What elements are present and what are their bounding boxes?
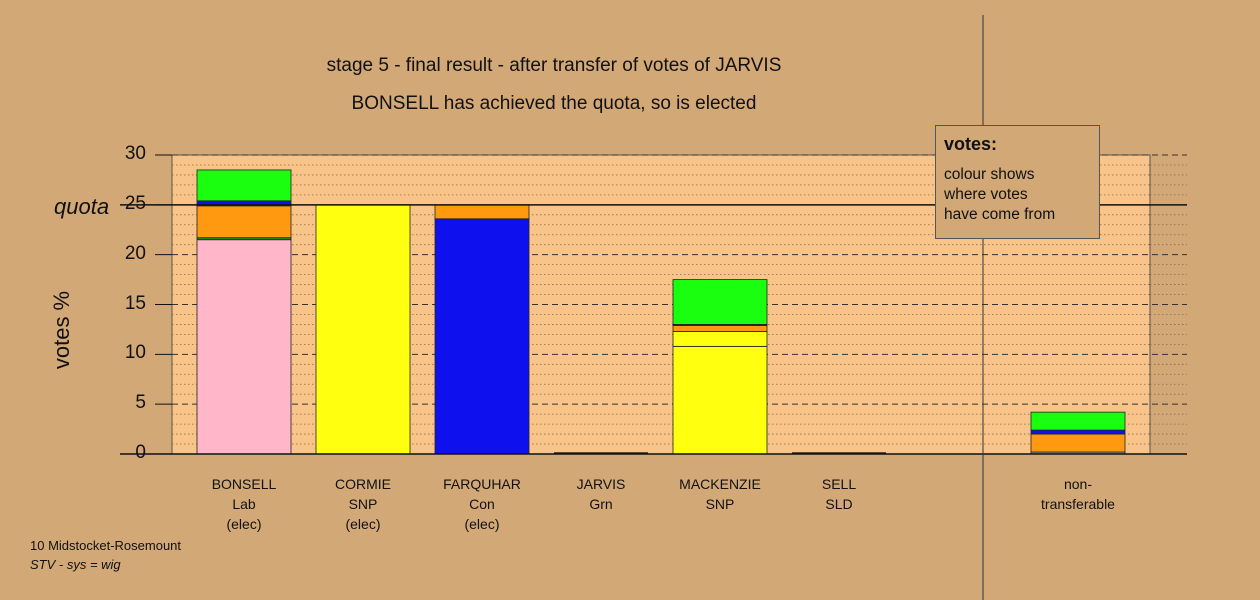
candidate-label: FARQUHAR Con (elec) [422,474,542,534]
footer-ward: 10 Midstocket-Rosemount [30,538,182,553]
bar-segment [1030,411,1126,431]
y-tick-label: 20 [124,242,146,264]
candidate-name: CORMIE [335,476,391,492]
legend-line: where votes [944,186,1028,203]
y-tick-label: 0 [135,442,146,463]
quota-label: quota [54,194,110,219]
candidate-status: (elec) [464,516,500,532]
bar-segment [196,205,292,239]
candidate-name: MACKENZIE [679,476,761,492]
bar-segment [672,325,768,332]
bars [196,169,1126,455]
legend-box: votes: colour shows where votes have com… [935,125,1100,239]
chart-subtitle: BONSELL has achieved the quota, so is el… [351,93,757,114]
bar-segment [196,239,292,455]
candidate-status: (elec) [226,516,262,532]
bar-segment [315,204,411,455]
y-tick-label: 25 [124,192,146,214]
candidate-name: non- [1063,476,1093,492]
bar-segment [672,279,768,325]
candidate-party: Con [469,496,495,512]
bar-segment [434,204,530,220]
candidate-party: Grn [589,496,613,512]
y-tick-label: 30 [124,143,146,164]
candidate-party: Lab [232,496,256,512]
bar-segment [672,345,768,455]
candidate-name: BONSELL [211,476,277,492]
candidate-label: CORMIE SNP (elec) [303,474,423,534]
legend-heading: votes: [944,134,998,154]
bar-segment [1030,429,1126,435]
bar-segment [434,218,530,455]
candidate-label: MACKENZIE SNP [660,474,780,514]
candidate-status: (elec) [345,516,381,532]
candidate-label: SELL SLD [779,474,899,514]
bar-segment [1030,433,1126,453]
y-tick-label: 5 [135,392,146,414]
bar-segment [196,169,292,202]
y-tick-label: 10 [124,342,146,364]
candidate-party: SNP [348,496,378,512]
candidate-name: FARQUHAR [443,476,521,492]
candidate-label: JARVIS Grn [541,474,661,514]
legend-line: have come from [944,206,1056,223]
y-axis-label: votes % [49,290,74,370]
candidate-party: transferable [1041,496,1115,512]
candidate-name: JARVIS [576,476,626,492]
candidate-party: SNP [705,496,735,512]
candidate-party: SLD [825,496,853,512]
y-tick-label: 15 [124,292,146,314]
chart-title: stage 5 - final result - after transfer … [326,55,782,76]
bar-segment [672,331,768,347]
candidate-label: BONSELL Lab (elec) [184,474,304,534]
candidate-label: non-transferable [1018,474,1138,514]
candidate-name: SELL [821,476,857,492]
footer-system: STV - sys = wig [30,557,121,572]
legend-line: colour shows [944,166,1035,183]
